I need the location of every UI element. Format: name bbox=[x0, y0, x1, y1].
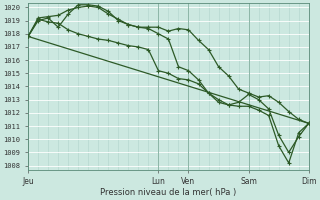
X-axis label: Pression niveau de la mer( hPa ): Pression niveau de la mer( hPa ) bbox=[100, 188, 236, 197]
